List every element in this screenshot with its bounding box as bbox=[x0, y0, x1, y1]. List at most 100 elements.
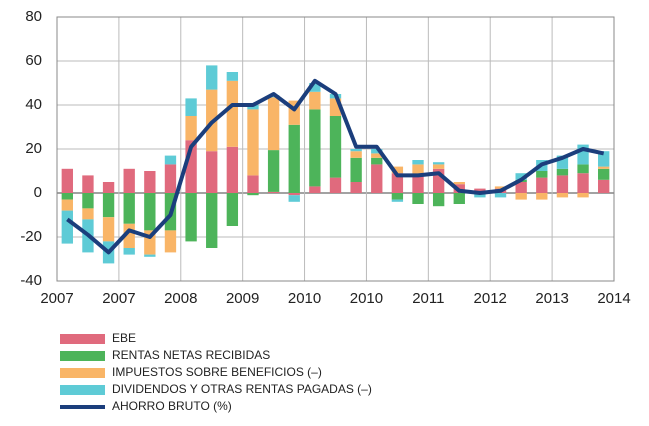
legend-label: AHORRO BRUTO (%) bbox=[112, 399, 232, 413]
y-tick-label: 40 bbox=[25, 96, 42, 113]
bar-segment bbox=[206, 151, 218, 193]
x-tick-label: 2007 bbox=[40, 290, 73, 307]
bar-segment bbox=[350, 149, 362, 152]
bar-segment bbox=[536, 177, 548, 193]
bar-segment bbox=[226, 80, 239, 147]
legend-label: RENTAS NETAS RECIBIDAS bbox=[112, 348, 270, 362]
bar-segment bbox=[123, 168, 135, 193]
bar-segment bbox=[474, 193, 486, 198]
bar-segment bbox=[598, 168, 610, 180]
bar-segment bbox=[432, 162, 445, 165]
bar-segment bbox=[453, 193, 465, 204]
bar-segment bbox=[391, 173, 404, 193]
bar-segment bbox=[329, 177, 342, 193]
bar-segment bbox=[206, 65, 218, 90]
x-tick-label: 2013 bbox=[535, 290, 568, 307]
bar-segment bbox=[432, 164, 445, 169]
bar-segment bbox=[309, 91, 321, 110]
bar-segment bbox=[556, 193, 569, 198]
bar-segment bbox=[412, 164, 424, 176]
legend-swatch bbox=[60, 351, 105, 361]
bar-segment bbox=[267, 150, 280, 192]
bar-segment bbox=[391, 199, 404, 202]
x-tick-label: 2007 bbox=[102, 290, 135, 307]
bar-segment bbox=[494, 186, 507, 189]
bar-segment bbox=[164, 155, 177, 165]
bar-segment bbox=[61, 210, 73, 244]
bar-segment bbox=[371, 164, 383, 193]
bar-segment bbox=[82, 175, 94, 193]
bar-segment bbox=[82, 193, 94, 209]
bar-segment bbox=[102, 217, 115, 242]
bar-segment bbox=[164, 230, 177, 253]
bar-segment bbox=[267, 97, 280, 151]
bar-segment bbox=[371, 149, 383, 154]
bar-segment bbox=[164, 164, 177, 193]
bar-segment bbox=[598, 179, 610, 193]
bar-segment bbox=[102, 182, 115, 193]
legend-label: DIVIDENDOS Y OTRAS RENTAS PAGADAS (–) bbox=[112, 382, 372, 396]
y-tick-label: 20 bbox=[25, 140, 42, 157]
bar-segment bbox=[185, 98, 197, 116]
plot-frame bbox=[56, 16, 615, 282]
bar-segment bbox=[144, 230, 156, 255]
y-tick-label: 60 bbox=[25, 52, 42, 69]
line bbox=[66, 78, 605, 255]
bar-segment bbox=[288, 124, 300, 193]
legend-swatch bbox=[60, 334, 105, 344]
bar-segment bbox=[309, 83, 321, 92]
y-tick-label: -20 bbox=[20, 228, 42, 245]
y-tick-label: 80 bbox=[25, 8, 42, 25]
bar-segment bbox=[329, 98, 342, 116]
bar-segment bbox=[206, 193, 218, 248]
x-tick-label: 2012 bbox=[474, 290, 507, 307]
bar-segment bbox=[556, 175, 569, 193]
bar-segment bbox=[309, 186, 321, 193]
y-tick-label: 0 bbox=[34, 184, 42, 201]
bar-segment bbox=[556, 155, 569, 169]
bar-segment bbox=[226, 146, 239, 193]
bar-segment bbox=[453, 182, 465, 185]
bar-segment bbox=[412, 193, 424, 204]
bar-segment bbox=[144, 254, 156, 257]
bar-segment bbox=[247, 105, 259, 110]
bar-segment bbox=[226, 193, 239, 226]
bar-segment bbox=[556, 168, 569, 176]
bar-segment bbox=[412, 175, 424, 193]
bar-segment bbox=[577, 193, 589, 198]
bar-segment bbox=[144, 171, 156, 193]
bar-segment bbox=[515, 173, 527, 180]
bar-segment bbox=[515, 182, 527, 193]
x-tick-label: 2010 bbox=[350, 290, 383, 307]
legend-swatch bbox=[60, 368, 105, 378]
bar-segment bbox=[474, 188, 486, 193]
bar-segment bbox=[185, 193, 197, 242]
bar-segment bbox=[577, 144, 589, 165]
bar-segment bbox=[267, 191, 280, 193]
bar-segment bbox=[515, 193, 527, 200]
bar-segment bbox=[61, 168, 73, 193]
x-tick-label: 2011 bbox=[412, 290, 444, 307]
x-tick-label: 2008 bbox=[164, 290, 197, 307]
bar-segment bbox=[288, 195, 300, 202]
bar-segment bbox=[432, 193, 445, 207]
bar-segment bbox=[185, 140, 197, 193]
bar-segment bbox=[247, 175, 259, 193]
bar-segment bbox=[226, 72, 239, 81]
bar-segment bbox=[185, 116, 197, 141]
bar-segment bbox=[247, 193, 259, 196]
bar-segment bbox=[309, 109, 321, 187]
bar-segment bbox=[432, 168, 445, 193]
legend-label: EBE bbox=[112, 331, 136, 345]
bar-segment bbox=[350, 182, 362, 193]
bar-segment bbox=[391, 166, 404, 174]
bar-segment bbox=[61, 199, 73, 211]
bar-segment bbox=[82, 208, 94, 220]
bar-segment bbox=[123, 248, 135, 255]
bar-segment bbox=[371, 153, 383, 158]
bar-segment bbox=[288, 100, 300, 125]
bar-segment bbox=[577, 173, 589, 193]
bar-segment bbox=[123, 193, 135, 224]
bar-segment bbox=[598, 151, 610, 167]
